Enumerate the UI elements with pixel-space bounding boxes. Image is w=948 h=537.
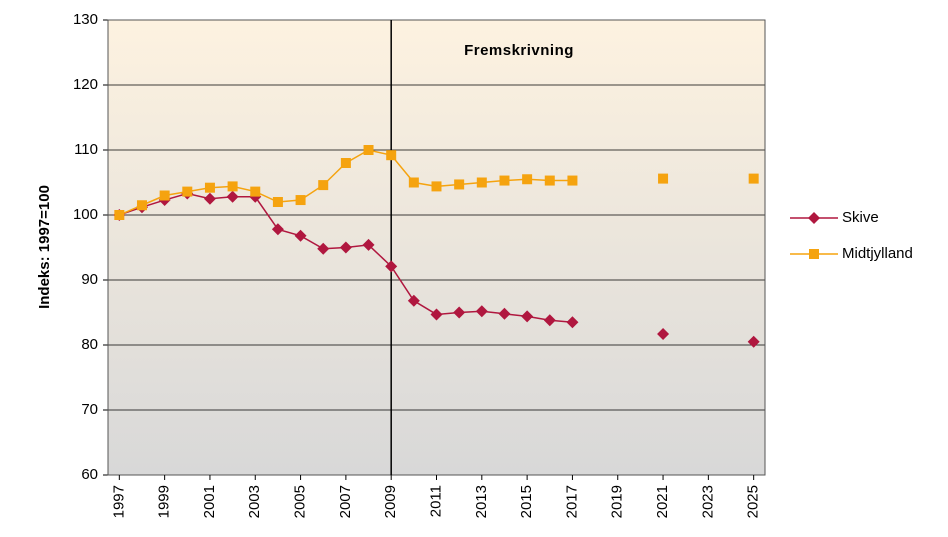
x-tick-label: 2017 <box>563 485 580 518</box>
x-tick-label: 1999 <box>156 485 173 518</box>
data-point <box>272 197 283 207</box>
data-point <box>475 305 488 318</box>
data-point <box>204 182 215 193</box>
plot-area <box>108 20 765 475</box>
data-point <box>476 177 487 188</box>
data-point <box>363 145 374 155</box>
data-point <box>339 241 352 254</box>
data-point <box>567 175 578 186</box>
y-axis-label: Indeks: 1997=100 <box>36 185 53 309</box>
data-point <box>136 200 147 211</box>
data-point <box>658 173 669 184</box>
data-point <box>747 335 760 348</box>
x-tick-label: 2013 <box>473 485 490 518</box>
data-point <box>454 179 465 190</box>
data-point <box>318 180 329 191</box>
data-point <box>543 314 556 327</box>
data-point <box>182 186 193 197</box>
x-tick-label: 2001 <box>201 485 218 518</box>
data-point <box>317 242 330 255</box>
data-point <box>295 195 306 206</box>
x-tick-label: 2019 <box>609 485 626 518</box>
y-tick-label: 90 <box>81 271 98 288</box>
data-point <box>499 175 510 186</box>
data-point <box>544 175 555 186</box>
y-tick-label: 110 <box>74 141 98 158</box>
data-point <box>362 238 375 251</box>
data-point <box>227 181 238 192</box>
x-tick-label: 2025 <box>745 485 762 518</box>
data-point <box>408 177 419 188</box>
data-point <box>657 327 670 340</box>
data-point <box>430 308 443 321</box>
y-tick-label: 70 <box>81 401 98 418</box>
legend-label: Skive <box>842 209 879 226</box>
data-point <box>748 173 759 184</box>
y-tick-label: 80 <box>81 336 98 353</box>
legend-marker <box>809 249 819 259</box>
data-point <box>340 158 351 168</box>
data-point <box>159 190 170 201</box>
x-tick-label: 2023 <box>699 485 716 518</box>
data-point <box>407 294 420 307</box>
x-tick-label: 2011 <box>427 485 444 517</box>
data-point <box>566 316 579 329</box>
data-point <box>271 223 284 236</box>
x-tick-label: 2015 <box>518 485 535 518</box>
annotation: Fremskrivning <box>464 42 574 59</box>
data-point <box>294 229 307 242</box>
data-point <box>250 186 261 197</box>
legend-label: Midtjylland <box>842 245 913 262</box>
x-tick-label: 2021 <box>654 485 671 518</box>
x-tick-label: 2007 <box>337 485 354 518</box>
data-point <box>453 306 466 319</box>
data-point <box>521 310 534 323</box>
data-point <box>522 174 533 185</box>
x-tick-label: 2009 <box>382 485 399 518</box>
x-tick-label: 2003 <box>246 485 263 518</box>
data-point <box>114 210 125 220</box>
data-point <box>431 181 442 192</box>
y-tick-label: 100 <box>73 206 98 223</box>
y-tick-label: 60 <box>81 466 98 483</box>
data-point <box>386 150 397 161</box>
data-point <box>498 307 511 320</box>
legend-marker <box>808 212 820 224</box>
data-point <box>385 260 398 273</box>
data-point <box>203 192 216 205</box>
y-tick-label: 120 <box>73 76 98 93</box>
x-tick-label: 1997 <box>110 485 127 518</box>
x-tick-label: 2005 <box>292 485 309 518</box>
data-point <box>226 190 239 203</box>
y-tick-label: 130 <box>73 11 98 28</box>
